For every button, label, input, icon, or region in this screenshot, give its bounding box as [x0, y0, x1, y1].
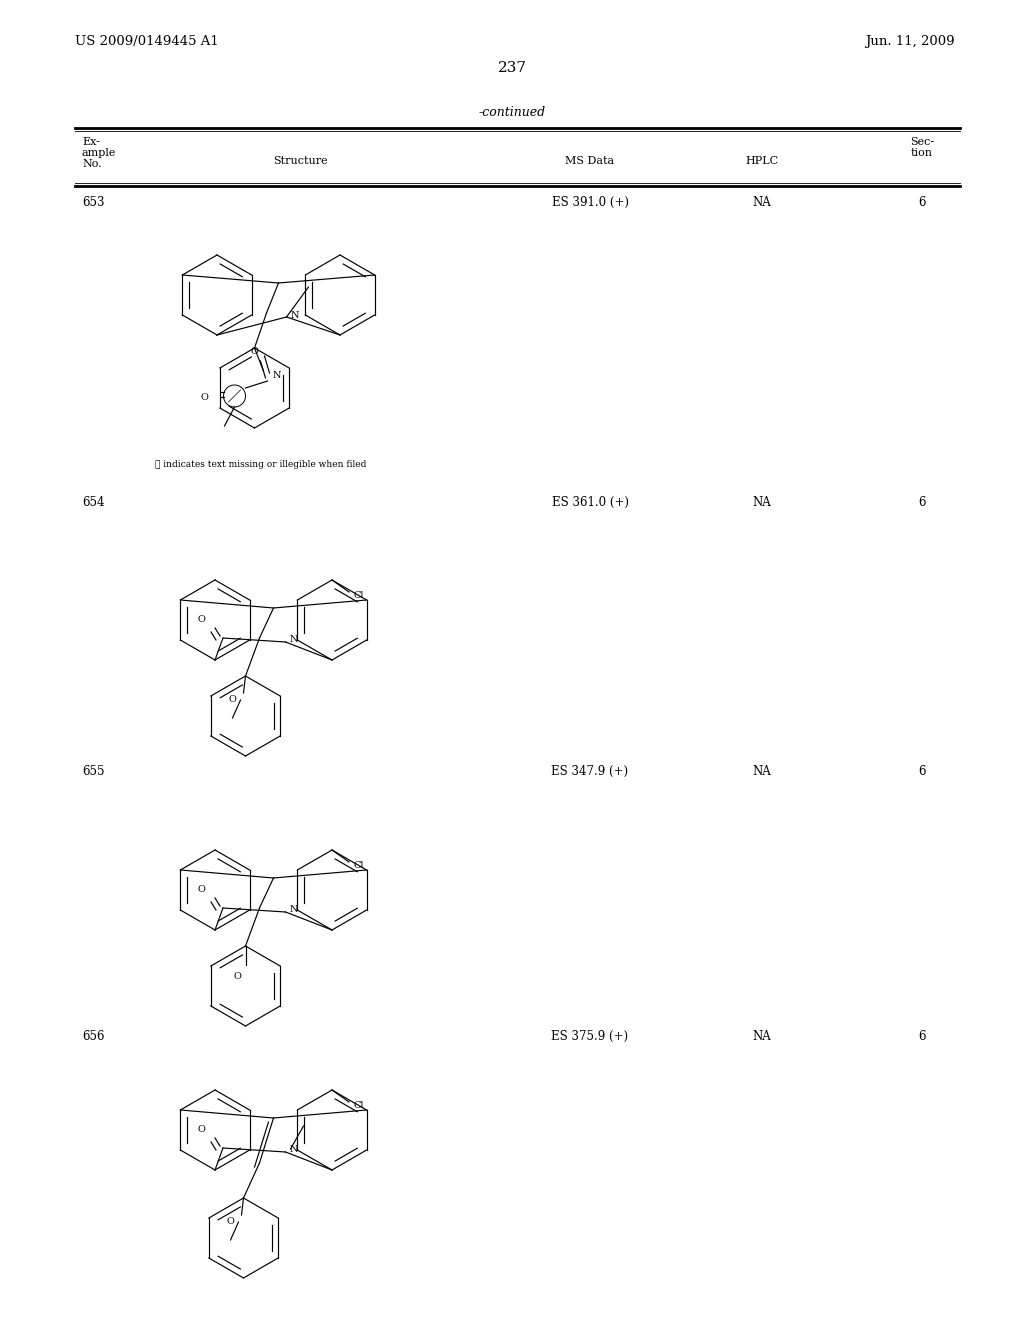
Text: O: O — [233, 972, 242, 981]
Text: 656: 656 — [82, 1030, 104, 1043]
Text: O: O — [226, 1217, 234, 1226]
Text: HPLC: HPLC — [745, 156, 778, 166]
Text: 6: 6 — [919, 766, 926, 777]
Text: 6: 6 — [919, 496, 926, 510]
Text: ample: ample — [82, 148, 117, 158]
Text: NA: NA — [753, 195, 771, 209]
Text: N: N — [272, 371, 281, 380]
Text: Sec-: Sec- — [910, 137, 934, 147]
Text: MS Data: MS Data — [565, 156, 614, 166]
Text: NA: NA — [753, 1030, 771, 1043]
Text: No.: No. — [82, 158, 101, 169]
Text: 6: 6 — [919, 195, 926, 209]
Text: ⓘ indicates text missing or illegible when filed: ⓘ indicates text missing or illegible wh… — [155, 459, 367, 469]
Text: NA: NA — [753, 766, 771, 777]
Text: US 2009/0149445 A1: US 2009/0149445 A1 — [75, 36, 219, 49]
Text: 237: 237 — [498, 61, 526, 75]
Text: O: O — [198, 615, 205, 624]
Text: -continued: -continued — [478, 106, 546, 119]
Text: N: N — [290, 906, 298, 915]
Text: tion: tion — [911, 148, 933, 158]
Text: Cl: Cl — [354, 1101, 365, 1110]
Text: Jun. 11, 2009: Jun. 11, 2009 — [865, 36, 955, 49]
Text: Cl: Cl — [354, 590, 365, 599]
Text: O: O — [201, 393, 209, 403]
Text: 6: 6 — [919, 1030, 926, 1043]
Text: 654: 654 — [82, 496, 104, 510]
Text: ES 361.0 (+): ES 361.0 (+) — [552, 496, 629, 510]
Text: Ex-: Ex- — [82, 137, 100, 147]
Text: 653: 653 — [82, 195, 104, 209]
Text: O: O — [198, 886, 205, 895]
Text: ES 391.0 (+): ES 391.0 (+) — [552, 195, 629, 209]
Text: ES 375.9 (+): ES 375.9 (+) — [552, 1030, 629, 1043]
Text: Structure: Structure — [272, 156, 328, 166]
Text: O: O — [228, 696, 237, 705]
Text: N: N — [290, 635, 298, 644]
Text: N: N — [291, 310, 299, 319]
Text: O: O — [251, 346, 258, 355]
Text: O: O — [198, 1126, 205, 1134]
Text: ES 347.9 (+): ES 347.9 (+) — [552, 766, 629, 777]
Text: 655: 655 — [82, 766, 104, 777]
Text: N: N — [290, 1146, 298, 1155]
Text: NA: NA — [753, 496, 771, 510]
Text: Cl: Cl — [354, 861, 365, 870]
